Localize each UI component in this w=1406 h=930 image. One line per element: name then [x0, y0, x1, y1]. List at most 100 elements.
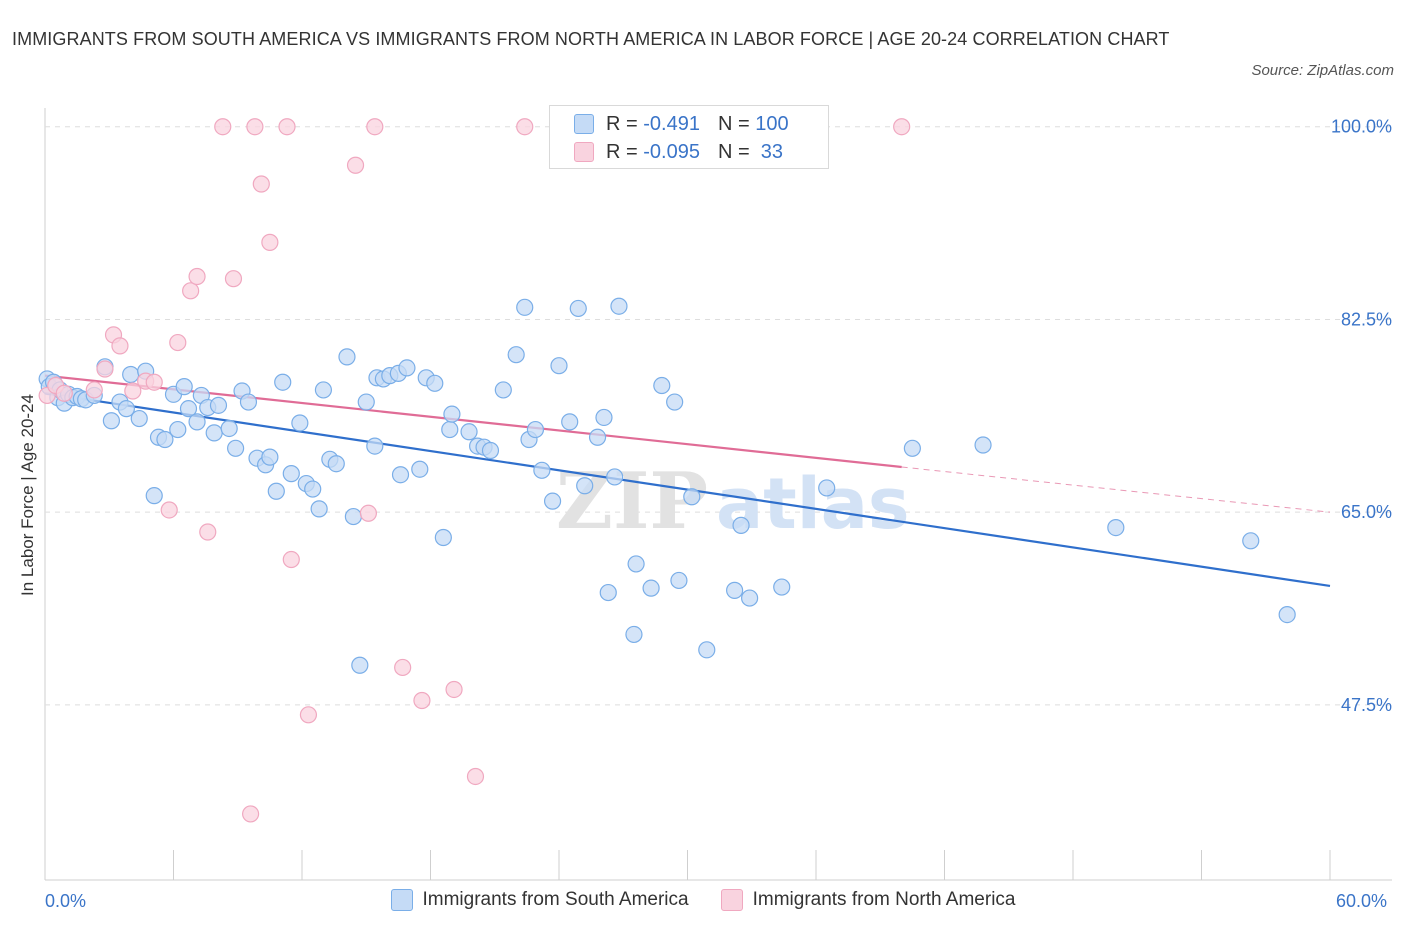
point-south-america [411, 460, 429, 478]
point-south-america [481, 441, 500, 460]
legend-n-value: 100 [755, 112, 789, 135]
point-south-america [338, 348, 356, 366]
point-south-america [261, 448, 279, 466]
legend-r-label: R = [606, 140, 644, 163]
point-north-america [893, 118, 911, 136]
point-south-america [179, 400, 198, 418]
point-north-america [199, 523, 217, 541]
series-legend-north-america: Immigrants from North America [720, 889, 1016, 911]
point-south-america [698, 641, 716, 659]
point-north-america [445, 680, 463, 699]
point-south-america [732, 516, 750, 534]
point-north-america [111, 337, 129, 355]
point-south-america [274, 373, 292, 391]
point-south-america [351, 656, 369, 674]
point-south-america [595, 408, 613, 427]
point-south-america [543, 492, 562, 510]
point-south-america [227, 439, 245, 457]
point-south-america [239, 393, 258, 411]
point-south-america [561, 413, 579, 431]
point-south-america [314, 381, 333, 399]
point-north-america [252, 175, 270, 193]
point-south-america [122, 365, 140, 384]
point-north-america [188, 267, 206, 286]
point-north-america [85, 381, 103, 399]
point-south-america [130, 409, 148, 428]
point-north-america [160, 501, 178, 519]
point-south-america [426, 374, 444, 392]
point-south-america [516, 298, 534, 316]
point-north-america [346, 156, 365, 174]
point-north-america [169, 333, 187, 352]
point-north-america [516, 118, 534, 136]
chart-title: IMMIGRANTS FROM SOUTH AMERICA VS IMMIGRA… [12, 29, 1170, 49]
series-legend: Immigrants from South America Immigrants… [0, 889, 1406, 911]
point-north-america [282, 550, 300, 569]
series-swatch-blue [390, 889, 413, 911]
legend-n-label: N = [717, 112, 756, 135]
point-south-america [1242, 532, 1260, 550]
point-south-america [533, 461, 551, 479]
point-south-america [310, 500, 328, 518]
point-south-america [726, 581, 744, 599]
y-tick-labels: 100.0% 82.5% 65.0% 47.5% [1331, 117, 1392, 715]
point-south-america [156, 430, 174, 449]
legend-n-value: 33 [755, 140, 784, 163]
point-south-america [599, 583, 617, 602]
gridlines [44, 108, 1392, 881]
point-south-america [494, 381, 512, 399]
point-south-america [282, 465, 300, 483]
point-south-america [974, 436, 992, 454]
point-south-america [653, 376, 671, 395]
legend-row-south-america: R = -0.491 N = 100 [574, 111, 789, 137]
legend-r-value: -0.095 [643, 140, 700, 163]
point-south-america [818, 479, 836, 497]
chart-source: Source: ZipAtlas.com [1251, 62, 1394, 79]
point-south-america [327, 455, 345, 473]
point-south-america [741, 589, 759, 607]
y-tick-label: 82.5% [1341, 309, 1392, 329]
x-tick-label-min: 0.0% [45, 891, 87, 911]
point-north-america [413, 691, 431, 710]
point-south-america [588, 428, 607, 446]
point-south-america [357, 393, 375, 411]
point-south-america [460, 423, 478, 441]
point-south-america [576, 477, 594, 495]
legend-row-north-america: R = -0.095 N = 33 [574, 139, 783, 165]
point-south-america [209, 396, 228, 414]
data-points [38, 118, 1296, 823]
legend-r-value: -0.491 [643, 112, 700, 135]
point-north-america [242, 805, 260, 823]
point-south-america [625, 625, 643, 644]
point-south-america [205, 424, 223, 442]
point-south-america [434, 528, 452, 547]
watermark-zip: ZIP [556, 456, 708, 547]
point-south-america [1107, 518, 1125, 537]
y-tick-label: 100.0% [1331, 117, 1392, 137]
series-label: Immigrants from North America [752, 889, 1016, 910]
point-south-america [683, 488, 701, 506]
point-north-america [366, 118, 384, 136]
point-south-america [550, 357, 568, 375]
point-south-america [175, 378, 193, 396]
point-south-america [642, 579, 660, 597]
legend-swatch-blue [574, 114, 594, 134]
point-north-america [359, 504, 377, 522]
point-north-america [55, 384, 73, 402]
point-south-america [666, 393, 684, 411]
point-south-america [117, 400, 135, 418]
point-south-america [441, 420, 459, 439]
point-south-america [526, 420, 545, 439]
point-north-america [261, 233, 279, 251]
point-south-america [627, 555, 645, 573]
point-north-america [224, 270, 243, 288]
point-south-america [291, 414, 309, 432]
point-south-america [610, 297, 628, 315]
point-south-america [169, 420, 187, 439]
series-label: Immigrants from South America [422, 889, 689, 910]
legend-r-label: R = [606, 112, 644, 135]
x-ticks [44, 850, 1331, 880]
point-north-america [466, 767, 485, 786]
point-north-america [145, 373, 163, 391]
